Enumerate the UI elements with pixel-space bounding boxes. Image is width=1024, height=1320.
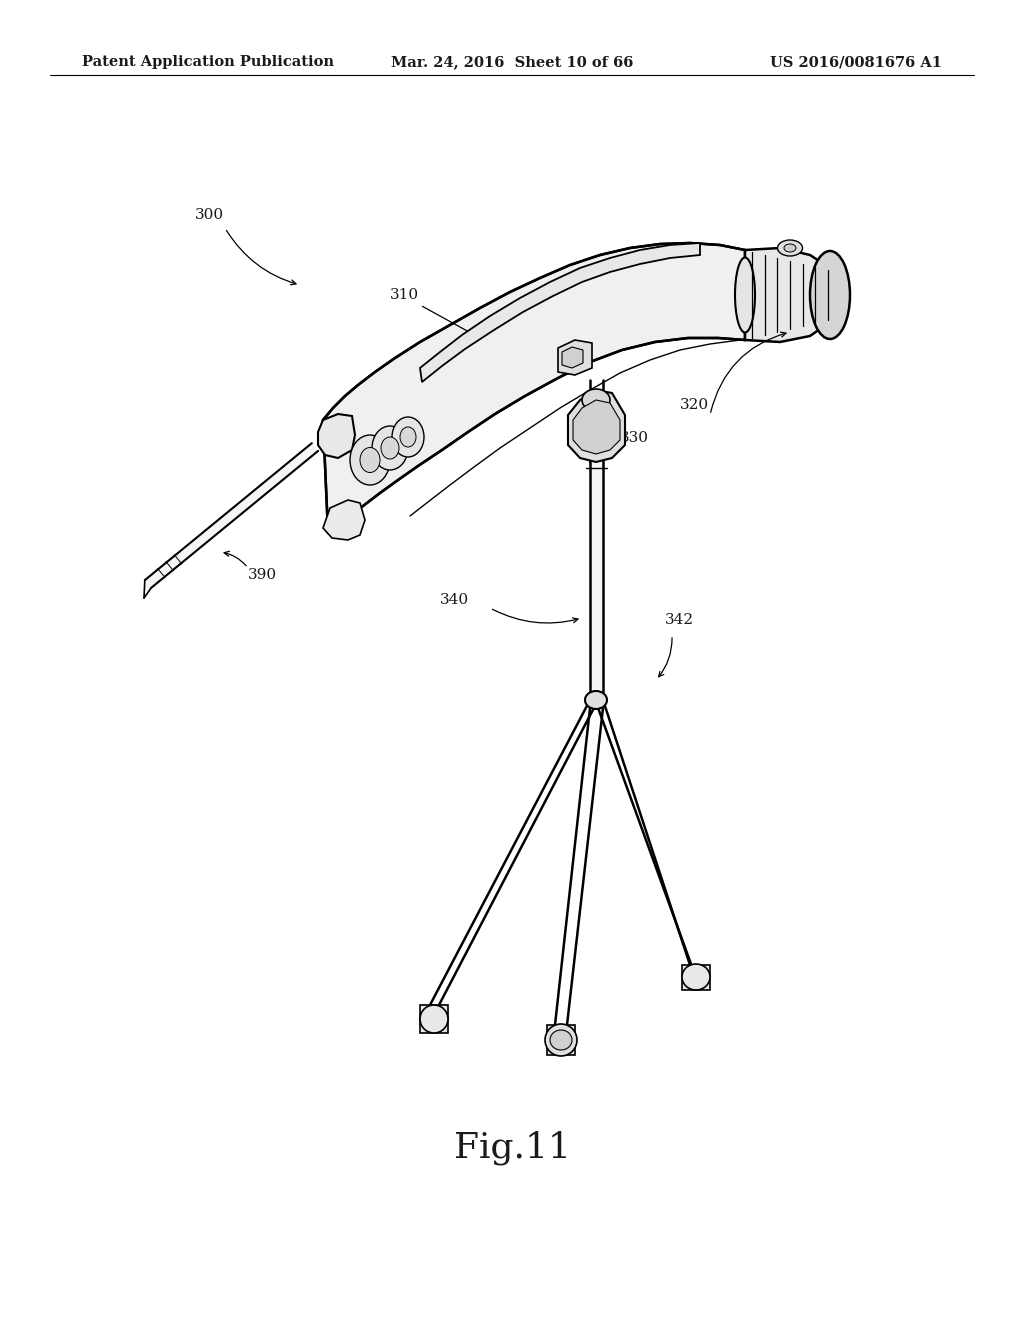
- Ellipse shape: [400, 426, 416, 447]
- Ellipse shape: [810, 251, 850, 339]
- Text: 330: 330: [620, 432, 649, 445]
- Text: 320: 320: [680, 399, 710, 412]
- Text: 340: 340: [440, 593, 469, 607]
- Text: 342: 342: [665, 612, 694, 627]
- Polygon shape: [318, 414, 355, 458]
- Polygon shape: [562, 347, 583, 368]
- Ellipse shape: [735, 257, 755, 333]
- Text: US 2016/0081676 A1: US 2016/0081676 A1: [770, 55, 942, 69]
- Ellipse shape: [585, 690, 607, 709]
- Ellipse shape: [381, 437, 399, 459]
- Ellipse shape: [550, 1030, 572, 1049]
- Polygon shape: [420, 1005, 449, 1034]
- Ellipse shape: [582, 389, 610, 411]
- Text: Mar. 24, 2016  Sheet 10 of 66: Mar. 24, 2016 Sheet 10 of 66: [391, 55, 633, 69]
- Polygon shape: [547, 1026, 575, 1055]
- Polygon shape: [420, 243, 700, 381]
- Text: Patent Application Publication: Patent Application Publication: [82, 55, 334, 69]
- Polygon shape: [682, 965, 710, 990]
- Ellipse shape: [784, 244, 796, 252]
- Text: Fig.11: Fig.11: [454, 1131, 570, 1166]
- Polygon shape: [568, 389, 625, 462]
- Polygon shape: [323, 500, 365, 540]
- Ellipse shape: [545, 1024, 577, 1056]
- Polygon shape: [558, 341, 592, 375]
- Ellipse shape: [420, 1005, 449, 1034]
- Polygon shape: [590, 430, 603, 700]
- Ellipse shape: [372, 426, 408, 470]
- Ellipse shape: [350, 436, 390, 484]
- Ellipse shape: [392, 417, 424, 457]
- Ellipse shape: [777, 240, 803, 256]
- Text: 300: 300: [195, 209, 224, 222]
- Ellipse shape: [360, 447, 380, 473]
- Polygon shape: [573, 400, 620, 454]
- Polygon shape: [323, 243, 745, 532]
- Text: 310: 310: [390, 288, 419, 302]
- Polygon shape: [745, 248, 830, 342]
- Polygon shape: [144, 444, 318, 597]
- Ellipse shape: [682, 964, 710, 990]
- Text: 390: 390: [248, 568, 278, 582]
